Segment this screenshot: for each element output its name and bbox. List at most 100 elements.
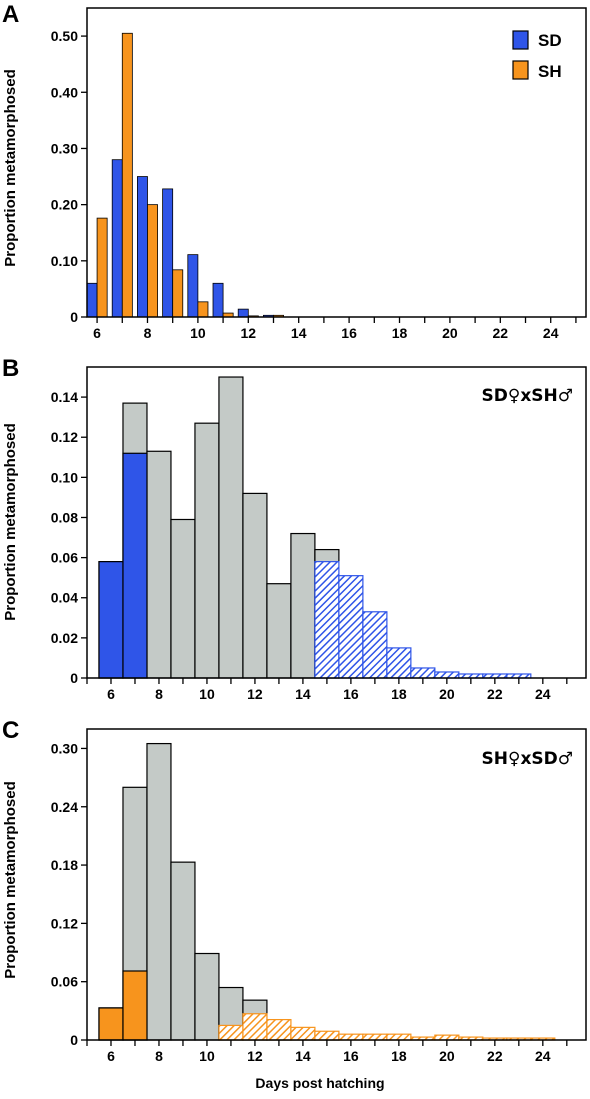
bar-sd-day-10	[187, 254, 199, 318]
axes-c: 0 0.06 0.12 0.18 0.24 0.30 6 8 10 12 14 16 18 20 22 24	[51, 740, 568, 1064]
x-tick-label-b: 12	[247, 686, 263, 702]
x-tick-label-c: 16	[343, 1048, 359, 1064]
legend-swatch-sh	[512, 60, 529, 80]
bar-sh-day-6	[96, 217, 108, 318]
y-tick-label-b: 0.02	[51, 630, 78, 646]
x-axis-label: Days post hatching	[255, 1075, 384, 1091]
bars-a	[86, 32, 284, 318]
bar-sd-extended-day-17	[362, 611, 388, 679]
y-axis-label-a: Proportion metamorphosed	[2, 69, 19, 267]
y-tick-label-c: 0.24	[51, 799, 78, 815]
y-tick-label-a: 0.30	[51, 140, 78, 156]
x-tick-label-b: 8	[155, 686, 163, 702]
bar-hybrid-day-11	[218, 376, 244, 679]
x-tick-label-c: 14	[295, 1048, 311, 1064]
y-tick-label-c: 0.18	[51, 857, 78, 873]
bar-sd-extended-day-20	[434, 671, 460, 679]
x-tick-label-c: 12	[247, 1048, 263, 1064]
axes-a: 0 0.10 0.20 0.30 0.40 0.50 6 8 10 12 14 16 18 20 22 24	[51, 28, 577, 341]
x-tick-label-c: 18	[391, 1048, 407, 1064]
bar-sd-day-12	[237, 308, 249, 318]
x-tick-label-c: 10	[199, 1048, 215, 1064]
legend-label-sd: SD	[538, 31, 562, 50]
bar-sh-day-6	[98, 1007, 124, 1041]
bar-sd-day-6	[98, 561, 124, 679]
panel-a: A Proportion metamorphosed 0 0.10 0.20 0.30…	[2, 1, 587, 341]
cross-label-b: SD♀xSH♂	[482, 386, 573, 406]
bar-sd-day-8	[137, 176, 148, 318]
bar-sh-extended-day-15	[314, 1030, 340, 1041]
bar-sh-day-7	[122, 970, 148, 1041]
bar-sd-extended-day-19	[410, 667, 436, 679]
panel-label-b: B	[2, 355, 19, 382]
y-tick-label-a: 0.50	[51, 28, 78, 44]
x-tick-label-a: 24	[543, 325, 559, 341]
x-tick-label-c: 8	[155, 1048, 163, 1064]
plot-frame-b	[86, 366, 587, 679]
legend-swatch-sd	[512, 30, 529, 50]
x-tick-label-a: 14	[291, 325, 307, 341]
bar-hybrid-day-12	[242, 492, 268, 679]
y-axis-label-c: Proportion metamorphosed	[2, 781, 19, 979]
bar-sh-extended-day-17	[362, 1033, 388, 1041]
x-tick-label-a: 16	[341, 325, 357, 341]
bar-sd-day-6	[86, 282, 98, 318]
cross-label-c: SH♀xSD♂	[482, 749, 573, 769]
y-tick-label-a: 0.10	[51, 253, 78, 269]
x-tick-label-b: 20	[439, 686, 455, 702]
bar-sd-day-7	[111, 159, 123, 318]
bar-hybrid-day-10	[194, 952, 220, 1041]
y-tick-label-a: 0	[70, 309, 78, 325]
bar-sh-day-9	[172, 269, 184, 318]
bar-hybrid-day-14	[290, 532, 316, 679]
bars-c	[98, 742, 556, 1041]
y-tick-label-b: 0	[70, 670, 78, 686]
bar-hybrid-day-8	[146, 742, 172, 1041]
x-tick-label-b: 6	[107, 686, 115, 702]
axes-b: 0 0.02 0.04 0.06 0.08 0.10 0.12 0.14 6 8 10 12 14 16 1…	[51, 389, 568, 702]
y-tick-label-b: 0.04	[51, 590, 78, 606]
panel-b: B Proportion metamorphosed 0 0.02 0.04 0.06…	[2, 355, 587, 702]
y-tick-label-c: 0.30	[51, 740, 78, 756]
y-tick-label-c: 0.12	[51, 915, 78, 931]
y-tick-label-a: 0.20	[51, 197, 78, 213]
x-tick-label-a: 20	[442, 325, 458, 341]
x-tick-label-b: 10	[199, 686, 215, 702]
y-axis-label-b: Proportion metamorphosed	[2, 423, 19, 621]
y-tick-label-b: 0.08	[51, 509, 78, 525]
bar-hybrid-day-9	[170, 861, 196, 1041]
x-tick-label-a: 18	[392, 325, 408, 341]
y-tick-label-b: 0.12	[51, 429, 78, 445]
bar-hybrid-day-8	[146, 450, 172, 679]
bar-sh-extended-day-13	[266, 1018, 292, 1041]
bar-sh-extended-day-18	[386, 1033, 412, 1041]
bar-sd-extended-day-18	[386, 647, 412, 679]
x-tick-label-a: 8	[144, 325, 152, 341]
x-tick-label-c: 6	[107, 1048, 115, 1064]
plot-frame-a	[86, 7, 587, 318]
bar-hybrid-day-13	[266, 583, 292, 679]
y-tick-label-c: 0.06	[51, 974, 78, 990]
plot-frame-c	[86, 728, 587, 1041]
x-tick-label-a: 6	[93, 325, 101, 341]
bar-hybrid-day-10	[194, 422, 220, 679]
bar-sh-extended-day-12	[242, 1013, 268, 1041]
panel-label-c: C	[2, 717, 19, 744]
bar-sh-extended-day-11	[218, 1024, 244, 1041]
x-tick-label-b: 16	[343, 686, 359, 702]
x-tick-label-a: 22	[493, 325, 509, 341]
bar-sd-extended-day-16	[338, 575, 364, 679]
bar-sh-day-8	[147, 204, 158, 318]
y-tick-label-b: 0.06	[51, 550, 78, 566]
x-tick-label-a: 10	[190, 325, 206, 341]
bar-sd-day-11	[212, 282, 224, 318]
legend-label-sh: SH	[538, 62, 562, 81]
bar-sh-day-10	[197, 301, 209, 318]
x-tick-label-b: 18	[391, 686, 407, 702]
y-tick-label-b: 0.10	[51, 469, 78, 485]
bar-hybrid-day-9	[170, 518, 196, 679]
bar-sd-day-9	[162, 188, 174, 318]
bars-b	[98, 376, 532, 679]
x-tick-label-b: 22	[487, 686, 503, 702]
